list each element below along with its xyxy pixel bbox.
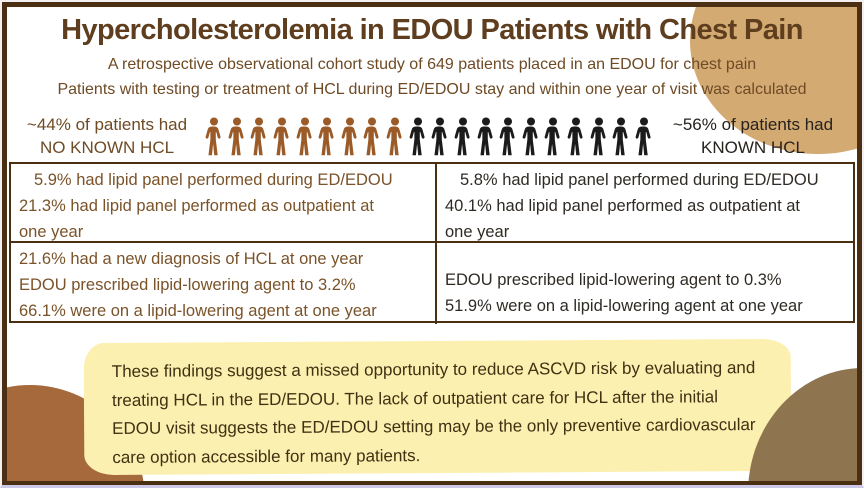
conclusion-box: These findings suggest a missed opportun… [83,338,792,476]
person-icon [476,116,496,157]
person-icon [317,116,337,157]
cohort-known-hcl-label: ~56% of patients had KNOWN HCL [650,113,856,159]
stats-cell-known-lipid-panel: 5.8% had lipid panel performed during ED… [437,164,853,243]
subtitle-line-2: Patients with testing or treatment of HC… [57,81,807,98]
cohort-known-hcl-line2: KNOWN HCL [701,138,805,157]
person-icon [408,116,428,157]
cohort-known-hcl-line1: ~56% of patients had [672,115,834,134]
patient-icon-row [204,116,654,158]
stats-table: 5.9% had lipid panel performed during ED… [9,162,855,324]
person-icon [543,116,563,157]
person-icon [521,116,541,157]
person-icon [340,116,360,157]
stats-cell-no-known-treatment: 21.6% had a new diagnosis of HCL at one … [11,243,437,324]
person-icon [249,116,269,157]
person-icon [453,116,473,157]
subtitle-line-1: A retrospective observational cohort stu… [107,56,757,73]
cohort-no-known-hcl-line1: ~44% of patients had [26,115,188,134]
cohort-no-known-hcl-line2: NO KNOWN HCL [39,138,175,157]
person-icon [566,116,586,157]
person-icon [227,116,247,157]
page-title: Hypercholesterolemia in EDOU Patients wi… [61,14,803,46]
person-icon [430,116,450,157]
stats-cell-known-treatment: EDOU prescribed lipid-lowering agent to … [445,271,803,315]
person-icon [385,116,405,157]
person-icon [498,116,518,157]
person-icon [272,116,292,157]
person-icon [634,116,654,157]
person-icon [611,116,631,157]
person-icon [362,116,382,157]
person-icon [204,116,224,157]
conclusion-text: These findings suggest a missed opportun… [111,358,756,467]
person-icon [589,116,609,157]
person-icon [295,116,315,157]
stats-cell-no-known-lipid-panel: 5.9% had lipid panel performed during ED… [11,164,437,243]
cohort-no-known-hcl-label: ~44% of patients had NO KNOWN HCL [8,113,206,159]
